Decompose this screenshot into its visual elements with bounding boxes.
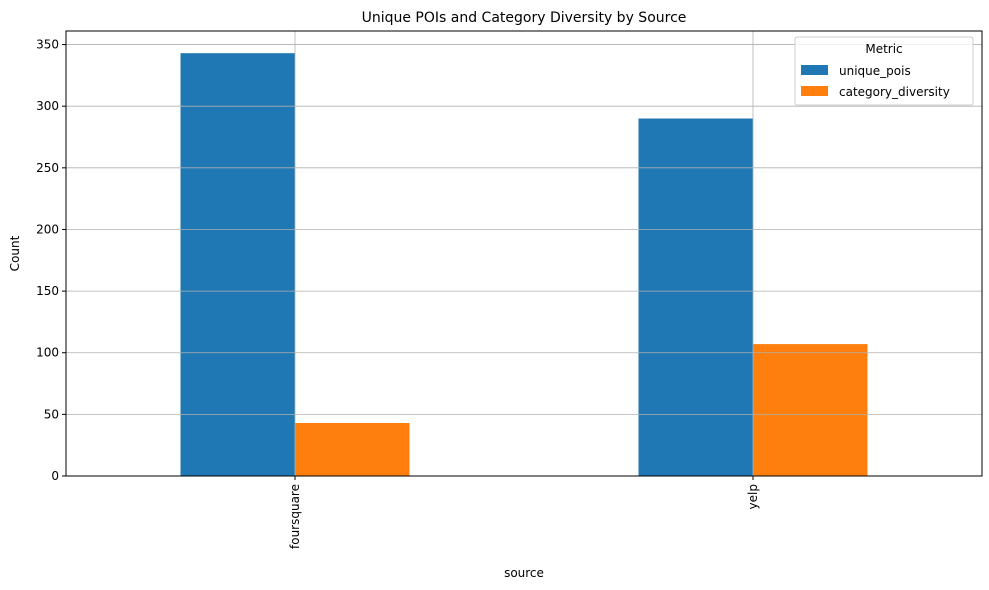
x-tick-label: yelp (746, 484, 760, 509)
x-tick-label: foursquare (288, 484, 302, 549)
x-axis: foursquare yelp (288, 476, 760, 549)
bar-category_diversity-foursquare (295, 422, 410, 476)
legend-label-unique_pois: unique_pois (839, 64, 911, 78)
bar-unique_pois-foursquare (180, 53, 295, 477)
legend-swatch-category_diversity (801, 86, 828, 96)
legend-swatch-unique_pois (801, 65, 828, 75)
y-tick-label: 100 (36, 346, 59, 360)
y-axis-label: Count (8, 235, 22, 271)
legend-label-category_diversity: category_diversity (839, 85, 950, 99)
plot-frame (65, 30, 983, 477)
y-axis: 0 50 100 150 200 250 300 350 (36, 38, 66, 483)
bar-category_diversity-yelp (753, 344, 868, 476)
y-tick-label: 250 (36, 161, 59, 175)
y-tick-label: 300 (36, 99, 59, 113)
y-tick-label: 150 (36, 284, 59, 298)
legend-title: Metric (865, 42, 902, 56)
bars (180, 53, 868, 477)
chart-title: Unique POIs and Category Diversity by So… (362, 10, 687, 26)
x-axis-label: source (504, 566, 544, 580)
y-tick-label: 50 (44, 407, 59, 421)
legend-box (794, 36, 974, 106)
bar-unique_pois-yelp (638, 118, 753, 476)
y-tick-label: 0 (51, 469, 59, 483)
legend: Metric unique_pois category_diversity (794, 36, 974, 106)
y-tick-label: 350 (36, 38, 59, 52)
y-tick-label: 200 (36, 222, 59, 236)
grid-lines (66, 31, 982, 477)
